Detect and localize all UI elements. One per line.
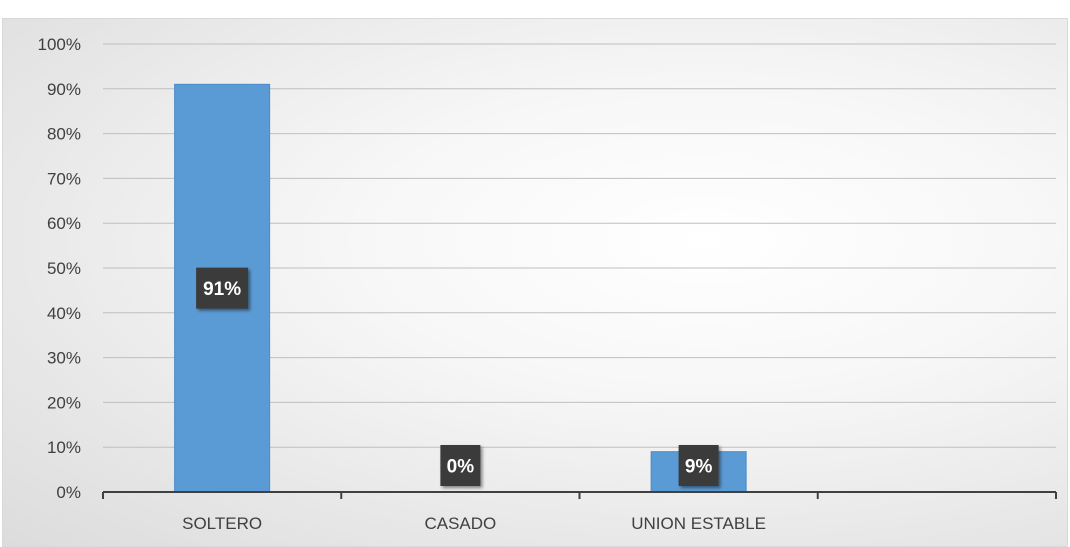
bars — [174, 83, 747, 493]
data-label-box — [440, 445, 481, 486]
data-label: 9% — [678, 445, 719, 486]
x-axis-category-labels: SOLTERO CASADO UNION ESTABLE — [182, 514, 766, 533]
data-label-box — [678, 445, 719, 486]
y-tick-label: 0% — [56, 483, 81, 502]
y-tick-label: 40% — [47, 304, 81, 323]
y-tick-label: 80% — [47, 125, 81, 144]
y-tick-label: 50% — [47, 259, 81, 278]
data-label: 91% — [196, 267, 249, 309]
x-category-label: SOLTERO — [182, 514, 262, 533]
x-category-label: UNION ESTABLE — [631, 514, 766, 533]
data-label-text: 0% — [447, 457, 475, 478]
y-axis-tick-labels: 0% 10% 20% 30% 40% 50% 60% 70% 80% 90% 100% — [38, 35, 81, 502]
y-tick-label: 100% — [38, 35, 81, 54]
y-tick-label: 60% — [47, 214, 81, 233]
y-tick-label: 70% — [47, 169, 81, 188]
data-label-text: 9% — [685, 457, 713, 478]
x-axis — [102, 491, 1057, 499]
x-category-label: CASADO — [424, 514, 496, 533]
y-tick-label: 30% — [47, 349, 81, 368]
y-tick-label: 90% — [47, 80, 81, 99]
y-tick-label: 20% — [47, 393, 81, 412]
data-label-box — [196, 267, 249, 309]
y-tick-label: 10% — [47, 438, 81, 457]
data-labels: 91% 0% 9% — [196, 267, 719, 486]
data-label-text: 91% — [203, 279, 241, 300]
data-label: 0% — [440, 445, 481, 486]
